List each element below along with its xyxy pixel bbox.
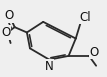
Text: O: O (89, 46, 99, 59)
Text: O: O (4, 9, 13, 22)
Text: N: N (45, 60, 54, 73)
Text: O: O (1, 26, 10, 39)
Text: Cl: Cl (79, 11, 91, 24)
